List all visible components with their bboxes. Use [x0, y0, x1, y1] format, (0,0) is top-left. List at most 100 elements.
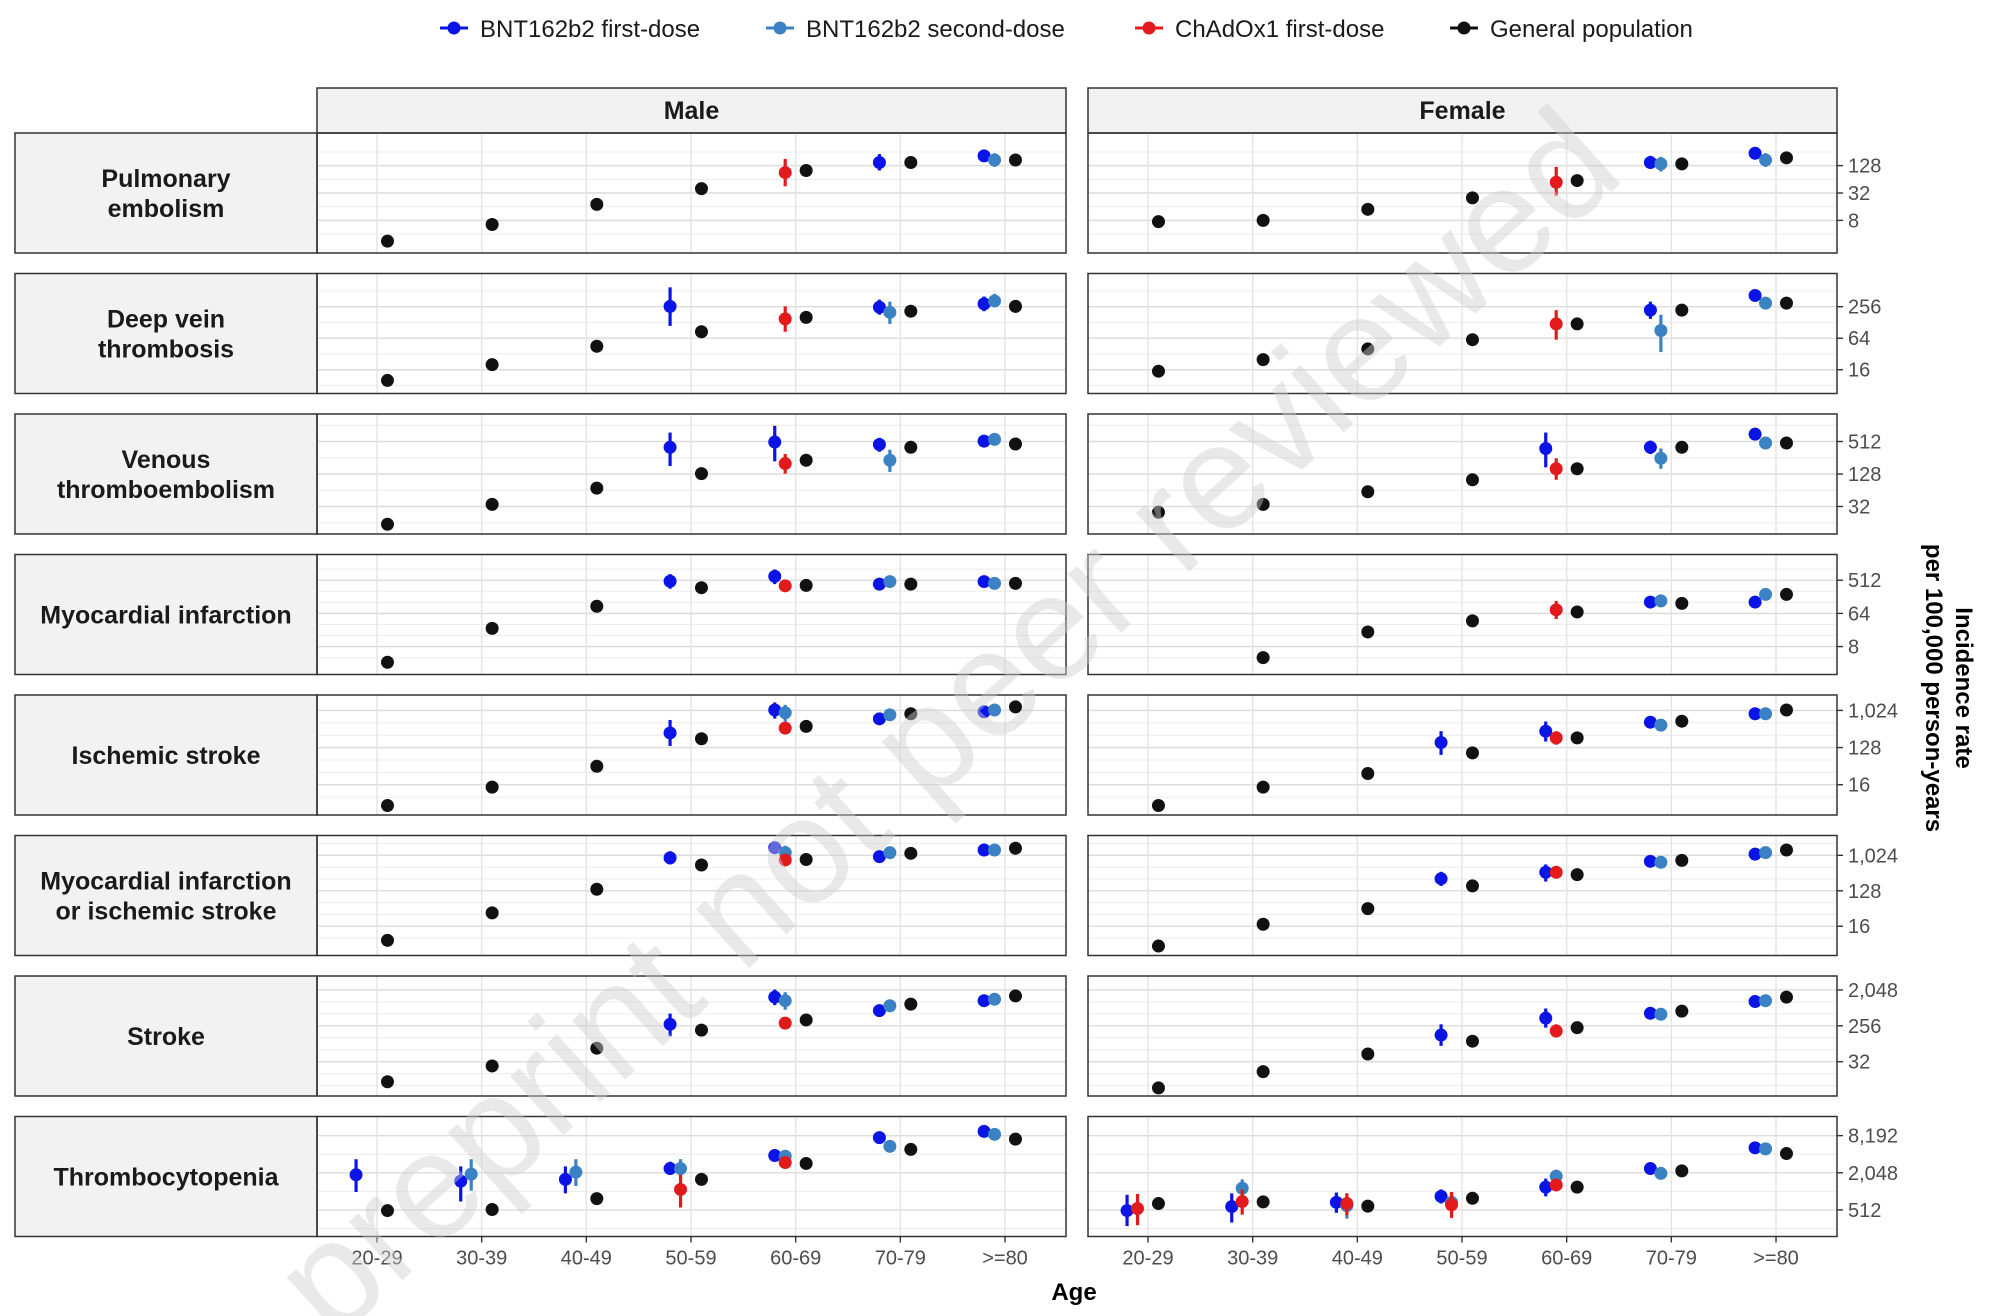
point-marker — [1131, 1202, 1145, 1216]
data-point — [1465, 1191, 1479, 1205]
point-marker — [663, 574, 677, 588]
point-marker — [1779, 703, 1793, 717]
data-point — [1748, 847, 1762, 861]
legend-item: BNT162b2 first-dose — [440, 16, 700, 43]
point-marker — [1748, 847, 1762, 861]
row-strip-label: Ischemic stroke — [72, 742, 261, 770]
data-point — [1654, 855, 1668, 869]
panel — [1088, 414, 1837, 534]
point-marker — [1748, 1141, 1762, 1155]
point-marker — [904, 440, 918, 454]
data-point — [1539, 864, 1553, 882]
legend: BNT162b2 first-dose BNT162b2 second-dose C… — [440, 16, 1693, 43]
point-marker — [1570, 1021, 1584, 1035]
data-point — [1654, 314, 1668, 352]
data-point — [1361, 766, 1375, 780]
data-point — [1131, 1193, 1145, 1226]
panel — [1088, 133, 1837, 253]
data-point — [778, 853, 792, 867]
point-marker — [1361, 1199, 1375, 1213]
y-tick-label: 8 — [1848, 210, 1859, 232]
point-marker — [1643, 854, 1657, 868]
point-marker — [988, 153, 1002, 167]
data-point — [799, 578, 813, 592]
data-point — [904, 156, 918, 170]
point-marker — [904, 707, 918, 721]
point-marker — [768, 703, 782, 717]
y-tick-label: 256 — [1848, 1016, 1881, 1038]
point-marker — [674, 1162, 688, 1176]
point-marker — [1643, 1162, 1657, 1176]
data-point — [778, 579, 792, 593]
data-point — [590, 1192, 604, 1206]
data-point — [1654, 594, 1668, 608]
point-marker — [1675, 1164, 1689, 1178]
data-point — [799, 164, 813, 178]
data-point — [883, 575, 897, 589]
point-marker — [1361, 625, 1375, 639]
data-point — [872, 299, 886, 315]
point-marker — [1120, 1204, 1134, 1218]
data-point — [1654, 718, 1668, 732]
point-marker — [380, 1204, 394, 1218]
data-point — [883, 846, 897, 860]
data-point — [1008, 437, 1022, 451]
data-point — [988, 843, 1002, 857]
data-point — [1465, 879, 1479, 893]
point-marker — [1465, 614, 1479, 628]
point-marker — [778, 579, 792, 593]
point-marker — [1225, 1200, 1239, 1214]
point-marker — [663, 1017, 677, 1031]
point-marker — [988, 576, 1002, 590]
point-marker — [977, 705, 991, 719]
point-marker — [1549, 731, 1563, 745]
point-marker — [799, 164, 813, 178]
data-point — [1759, 296, 1773, 310]
column-strip-box — [316, 87, 1067, 134]
data-point — [1465, 1034, 1479, 1048]
row-strip-label: Pulmonary — [101, 165, 230, 193]
data-point — [904, 577, 918, 591]
data-point — [694, 732, 708, 746]
data-point — [1759, 707, 1773, 721]
data-point — [1008, 989, 1022, 1003]
point-marker — [1748, 994, 1762, 1008]
data-point — [590, 759, 604, 773]
data-point — [1779, 296, 1793, 310]
data-point — [1151, 505, 1165, 519]
panel — [317, 414, 1066, 534]
row-strip: Thrombocytopenia — [14, 1115, 318, 1238]
data-point — [1675, 714, 1689, 728]
panel-border — [1087, 834, 1838, 957]
data-point — [1361, 1199, 1375, 1213]
legend-key-dot — [773, 21, 787, 35]
point-marker — [1256, 497, 1270, 511]
data-point — [872, 154, 886, 171]
data-point — [485, 358, 499, 372]
data-point — [1748, 707, 1762, 721]
point-marker — [485, 780, 499, 794]
data-point — [590, 599, 604, 613]
x-tick-label: 50-59 — [1436, 1248, 1487, 1270]
point-marker — [694, 467, 708, 481]
point-marker — [977, 1124, 991, 1138]
row-strip-box — [14, 553, 318, 676]
point-marker — [1570, 317, 1584, 331]
y-tick-label: 512 — [1848, 570, 1881, 592]
point-marker — [904, 577, 918, 591]
data-point — [1434, 1189, 1448, 1204]
panel-border — [316, 975, 1067, 1097]
panel-border — [316, 694, 1067, 816]
point-marker — [1256, 780, 1270, 794]
point-marker — [1759, 846, 1773, 860]
point-marker — [1008, 841, 1022, 855]
point-marker — [799, 578, 813, 592]
data-point — [349, 1159, 363, 1192]
data-point — [883, 999, 897, 1013]
point-marker — [1675, 157, 1689, 171]
legend-key-dot — [1457, 21, 1471, 35]
data-point — [872, 712, 886, 726]
legend-item: ChAdOx1 first-dose — [1135, 16, 1384, 43]
point-marker — [768, 569, 782, 583]
